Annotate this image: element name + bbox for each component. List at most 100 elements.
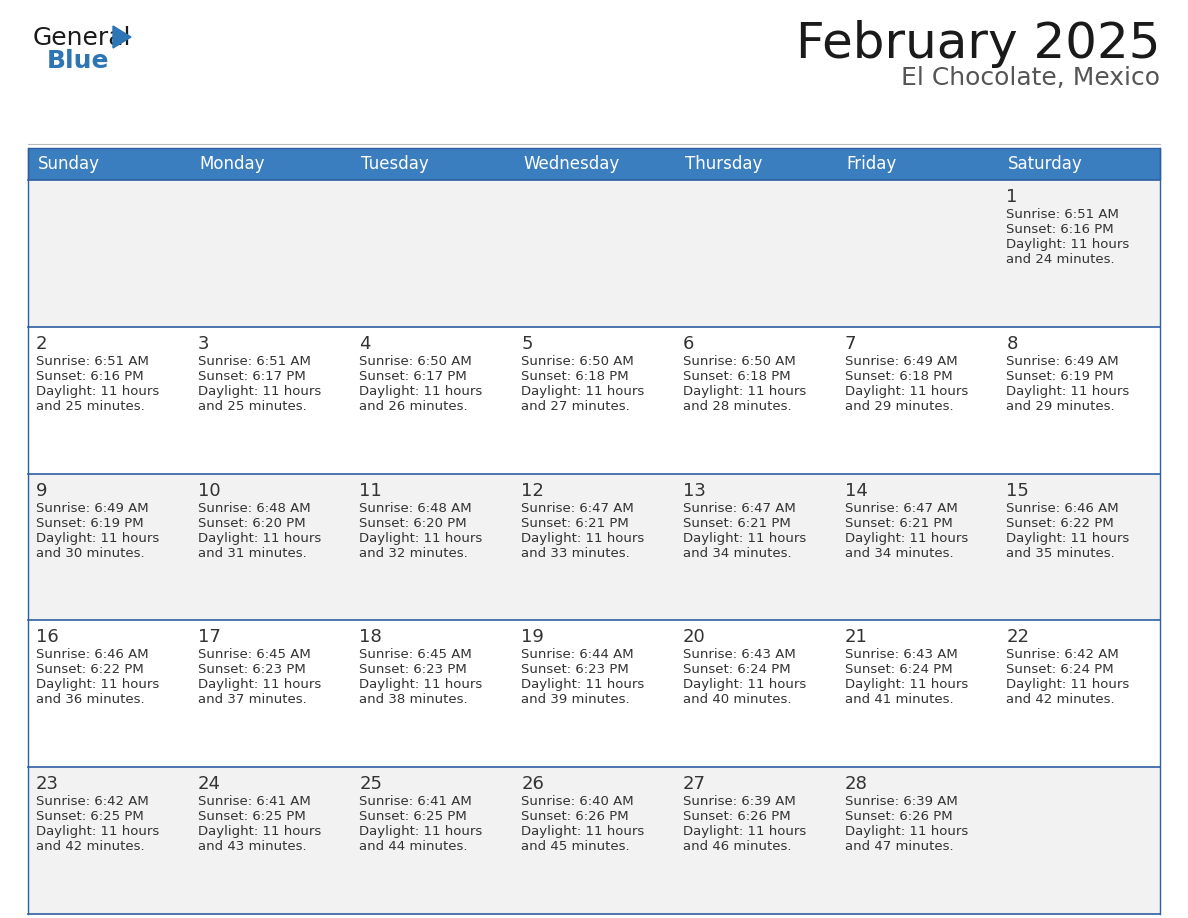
Text: 13: 13 <box>683 482 706 499</box>
Text: Tuesday: Tuesday <box>361 155 429 173</box>
Text: Daylight: 11 hours: Daylight: 11 hours <box>683 825 807 838</box>
Bar <box>513 148 675 180</box>
Text: 3: 3 <box>197 335 209 353</box>
Text: Sunrise: 6:48 AM: Sunrise: 6:48 AM <box>360 501 472 515</box>
Text: 16: 16 <box>36 629 58 646</box>
Text: Daylight: 11 hours: Daylight: 11 hours <box>197 385 321 397</box>
Text: 20: 20 <box>683 629 706 646</box>
Text: 17: 17 <box>197 629 221 646</box>
Text: Sunrise: 6:42 AM: Sunrise: 6:42 AM <box>36 795 148 808</box>
Text: Sunrise: 6:50 AM: Sunrise: 6:50 AM <box>360 354 472 368</box>
Text: Sunset: 6:21 PM: Sunset: 6:21 PM <box>845 517 953 530</box>
Text: Daylight: 11 hours: Daylight: 11 hours <box>522 678 644 691</box>
Text: 11: 11 <box>360 482 383 499</box>
Text: Sunset: 6:17 PM: Sunset: 6:17 PM <box>197 370 305 383</box>
Text: Sunset: 6:20 PM: Sunset: 6:20 PM <box>360 517 467 530</box>
Text: Daylight: 11 hours: Daylight: 11 hours <box>522 825 644 838</box>
Text: 10: 10 <box>197 482 220 499</box>
Text: Sunset: 6:23 PM: Sunset: 6:23 PM <box>522 664 628 677</box>
Text: and 42 minutes.: and 42 minutes. <box>36 840 145 853</box>
Text: Sunset: 6:24 PM: Sunset: 6:24 PM <box>683 664 790 677</box>
Text: Sunrise: 6:47 AM: Sunrise: 6:47 AM <box>522 501 634 515</box>
Text: Sunset: 6:19 PM: Sunset: 6:19 PM <box>1006 370 1114 383</box>
Text: and 25 minutes.: and 25 minutes. <box>197 400 307 413</box>
Text: Sunset: 6:25 PM: Sunset: 6:25 PM <box>197 811 305 823</box>
Text: Thursday: Thursday <box>684 155 763 173</box>
Text: 12: 12 <box>522 482 544 499</box>
Text: 9: 9 <box>36 482 48 499</box>
Text: Saturday: Saturday <box>1009 155 1083 173</box>
Text: Sunrise: 6:43 AM: Sunrise: 6:43 AM <box>683 648 796 661</box>
Text: Daylight: 11 hours: Daylight: 11 hours <box>683 532 807 544</box>
Text: Sunrise: 6:48 AM: Sunrise: 6:48 AM <box>197 501 310 515</box>
Text: and 37 minutes.: and 37 minutes. <box>197 693 307 706</box>
Text: Sunrise: 6:39 AM: Sunrise: 6:39 AM <box>845 795 958 808</box>
Text: Sunset: 6:17 PM: Sunset: 6:17 PM <box>360 370 467 383</box>
Text: Sunrise: 6:49 AM: Sunrise: 6:49 AM <box>36 501 148 515</box>
Text: Daylight: 11 hours: Daylight: 11 hours <box>197 678 321 691</box>
Text: Sunset: 6:18 PM: Sunset: 6:18 PM <box>522 370 628 383</box>
Text: and 44 minutes.: and 44 minutes. <box>360 840 468 853</box>
Text: and 31 minutes.: and 31 minutes. <box>197 546 307 560</box>
Text: 28: 28 <box>845 775 867 793</box>
Bar <box>675 148 836 180</box>
Bar <box>29 180 1159 327</box>
Text: Sunrise: 6:46 AM: Sunrise: 6:46 AM <box>36 648 148 661</box>
Text: 19: 19 <box>522 629 544 646</box>
Text: Daylight: 11 hours: Daylight: 11 hours <box>36 825 159 838</box>
Text: 18: 18 <box>360 629 383 646</box>
Text: Daylight: 11 hours: Daylight: 11 hours <box>360 825 482 838</box>
Text: 14: 14 <box>845 482 867 499</box>
Text: Sunrise: 6:44 AM: Sunrise: 6:44 AM <box>522 648 633 661</box>
Bar <box>29 327 1159 474</box>
Text: and 29 minutes.: and 29 minutes. <box>1006 400 1114 413</box>
Text: 6: 6 <box>683 335 694 353</box>
Bar <box>29 148 1159 180</box>
Text: Sunrise: 6:41 AM: Sunrise: 6:41 AM <box>360 795 472 808</box>
Text: Daylight: 11 hours: Daylight: 11 hours <box>360 532 482 544</box>
Text: and 32 minutes.: and 32 minutes. <box>360 546 468 560</box>
Text: Daylight: 11 hours: Daylight: 11 hours <box>1006 678 1130 691</box>
Text: and 34 minutes.: and 34 minutes. <box>845 546 953 560</box>
Text: 27: 27 <box>683 775 706 793</box>
Bar <box>29 474 1159 621</box>
Text: Daylight: 11 hours: Daylight: 11 hours <box>1006 532 1130 544</box>
Text: Sunset: 6:16 PM: Sunset: 6:16 PM <box>36 370 144 383</box>
Text: 24: 24 <box>197 775 221 793</box>
Text: Sunset: 6:26 PM: Sunset: 6:26 PM <box>683 811 790 823</box>
Text: and 25 minutes.: and 25 minutes. <box>36 400 145 413</box>
Text: and 46 minutes.: and 46 minutes. <box>683 840 791 853</box>
Text: Sunset: 6:21 PM: Sunset: 6:21 PM <box>522 517 628 530</box>
Text: Sunrise: 6:43 AM: Sunrise: 6:43 AM <box>845 648 958 661</box>
Text: Sunrise: 6:41 AM: Sunrise: 6:41 AM <box>197 795 310 808</box>
Bar <box>29 621 1159 767</box>
Text: Sunrise: 6:49 AM: Sunrise: 6:49 AM <box>1006 354 1119 368</box>
Text: and 28 minutes.: and 28 minutes. <box>683 400 791 413</box>
Text: Sunset: 6:20 PM: Sunset: 6:20 PM <box>197 517 305 530</box>
Text: El Chocolate, Mexico: El Chocolate, Mexico <box>901 66 1159 90</box>
Text: Sunrise: 6:45 AM: Sunrise: 6:45 AM <box>360 648 472 661</box>
Text: and 41 minutes.: and 41 minutes. <box>845 693 953 706</box>
Text: February 2025: February 2025 <box>796 20 1159 68</box>
Text: Sunrise: 6:40 AM: Sunrise: 6:40 AM <box>522 795 633 808</box>
Text: Friday: Friday <box>847 155 897 173</box>
Text: Daylight: 11 hours: Daylight: 11 hours <box>683 385 807 397</box>
Text: Sunset: 6:26 PM: Sunset: 6:26 PM <box>845 811 953 823</box>
Text: Daylight: 11 hours: Daylight: 11 hours <box>36 385 159 397</box>
Text: Sunrise: 6:50 AM: Sunrise: 6:50 AM <box>522 354 634 368</box>
Text: Sunset: 6:22 PM: Sunset: 6:22 PM <box>36 664 144 677</box>
Bar <box>836 148 998 180</box>
Text: Sunset: 6:24 PM: Sunset: 6:24 PM <box>845 664 953 677</box>
Text: and 29 minutes.: and 29 minutes. <box>845 400 953 413</box>
Text: and 26 minutes.: and 26 minutes. <box>360 400 468 413</box>
Text: Sunrise: 6:49 AM: Sunrise: 6:49 AM <box>845 354 958 368</box>
Text: Sunset: 6:21 PM: Sunset: 6:21 PM <box>683 517 790 530</box>
Text: 1: 1 <box>1006 188 1018 206</box>
Text: Daylight: 11 hours: Daylight: 11 hours <box>522 385 644 397</box>
Text: and 33 minutes.: and 33 minutes. <box>522 546 630 560</box>
Text: and 47 minutes.: and 47 minutes. <box>845 840 953 853</box>
Bar <box>352 148 513 180</box>
Text: and 45 minutes.: and 45 minutes. <box>522 840 630 853</box>
Text: 2: 2 <box>36 335 48 353</box>
Text: 4: 4 <box>360 335 371 353</box>
